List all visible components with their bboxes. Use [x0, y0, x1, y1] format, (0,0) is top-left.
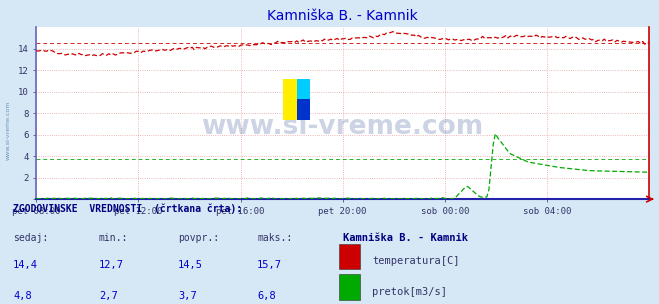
- Text: ZGODOVINSKE  VREDNOSTI  (črtkana črta):: ZGODOVINSKE VREDNOSTI (črtkana črta):: [13, 204, 243, 214]
- Text: 3,7: 3,7: [178, 291, 196, 301]
- Text: 12,7: 12,7: [99, 260, 124, 270]
- Text: 15,7: 15,7: [257, 260, 282, 270]
- Text: min.:: min.:: [99, 233, 129, 243]
- FancyBboxPatch shape: [339, 244, 360, 269]
- FancyBboxPatch shape: [297, 99, 310, 120]
- Text: maks.:: maks.:: [257, 233, 292, 243]
- Text: 6,8: 6,8: [257, 291, 275, 301]
- Text: 14,4: 14,4: [13, 260, 38, 270]
- Text: temperatura[C]: temperatura[C]: [372, 256, 460, 266]
- FancyBboxPatch shape: [297, 79, 310, 99]
- FancyBboxPatch shape: [339, 275, 360, 300]
- Text: sedaj:: sedaj:: [13, 233, 48, 243]
- Text: www.si-vreme.com: www.si-vreme.com: [202, 114, 484, 140]
- Text: Kamniška B. - Kamnik: Kamniška B. - Kamnik: [343, 233, 468, 243]
- Text: povpr.:: povpr.:: [178, 233, 219, 243]
- Text: www.si-vreme.com: www.si-vreme.com: [5, 101, 11, 161]
- Text: 2,7: 2,7: [99, 291, 117, 301]
- Title: Kamniška B. - Kamnik: Kamniška B. - Kamnik: [268, 9, 418, 23]
- Text: 4,8: 4,8: [13, 291, 32, 301]
- FancyBboxPatch shape: [283, 79, 297, 120]
- Text: pretok[m3/s]: pretok[m3/s]: [372, 287, 447, 297]
- Text: 14,5: 14,5: [178, 260, 203, 270]
